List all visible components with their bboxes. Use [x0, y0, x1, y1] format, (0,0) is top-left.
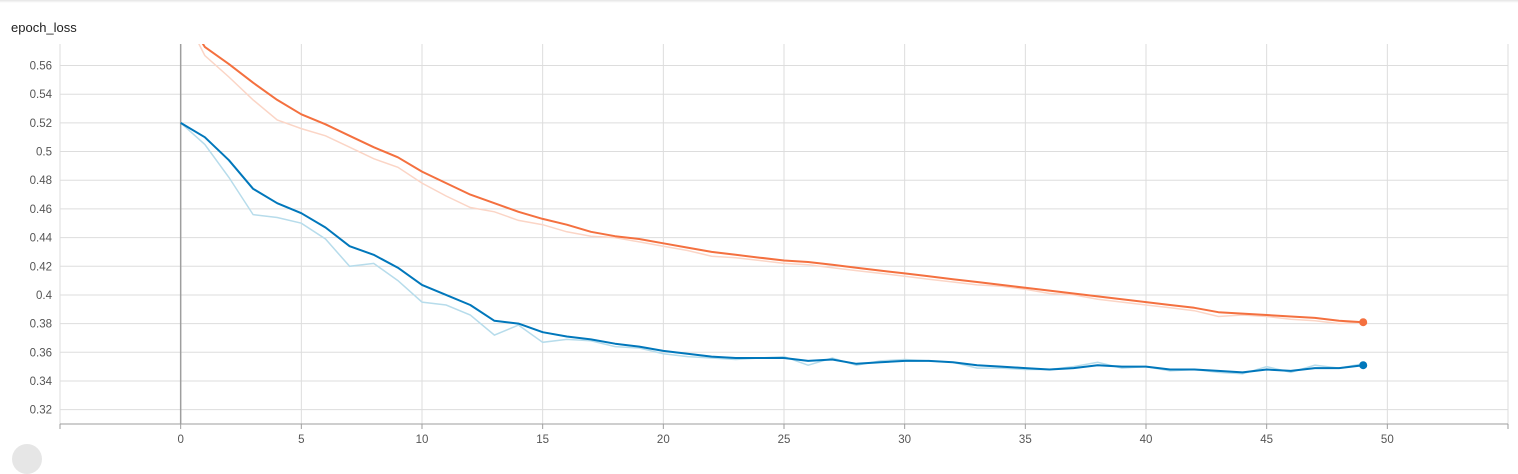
- x-tick-label: 40: [1140, 434, 1153, 446]
- x-tick-label: 35: [1019, 434, 1032, 446]
- line-chart: 0.32 0.34 0.36 0.38 0.4 0.42 0.44 0.46 0.48 0.5 0.…: [30, 44, 1509, 446]
- y-tick-label: 0.56: [30, 61, 52, 73]
- y-tick-label: 0.32: [30, 405, 52, 417]
- x-tick-label: 50: [1381, 434, 1394, 446]
- axes: [59, 44, 1509, 429]
- tick-labels: 0.32 0.34 0.36 0.38 0.4 0.42 0.44 0.46 0.48 0.5 0.…: [30, 61, 1394, 446]
- x-tick-label: 10: [416, 434, 429, 446]
- x-tick-label: 5: [298, 434, 304, 446]
- y-tick-label: 0.52: [30, 118, 52, 130]
- y-tick-label: 0.5: [36, 147, 52, 159]
- end-point-orange: [1359, 318, 1368, 327]
- y-tick-label: 0.54: [30, 89, 53, 101]
- fit-domain-button[interactable]: [12, 444, 42, 474]
- x-tick-label: 45: [1260, 434, 1273, 446]
- x-tick-label: 20: [657, 434, 670, 446]
- grid: [60, 44, 1508, 424]
- y-tick-label: 0.36: [30, 347, 52, 359]
- smoothed-line-blue: [180, 122, 1364, 374]
- smoothed-line-orange: [201, 44, 1364, 324]
- y-tick-label: 0.38: [30, 319, 52, 331]
- end-point-blue: [1359, 361, 1368, 370]
- y-tick-label: 0.34: [30, 376, 53, 388]
- y-tick-label: 0.46: [30, 204, 52, 216]
- y-tick-label: 0.48: [30, 175, 52, 187]
- chart-title: epoch_loss: [11, 20, 77, 35]
- x-tick-label: 0: [177, 434, 183, 446]
- x-tick-label: 15: [536, 434, 549, 446]
- raw-line-orange: [198, 44, 1364, 325]
- y-tick-label: 0.4: [36, 290, 53, 302]
- y-tick-label: 0.42: [30, 261, 52, 273]
- y-tick-label: 0.44: [30, 233, 53, 245]
- x-tick-label: 25: [778, 434, 791, 446]
- series-lines: [180, 44, 1368, 375]
- card-top-border: [0, 0, 1518, 3]
- x-tick-label: 30: [898, 434, 911, 446]
